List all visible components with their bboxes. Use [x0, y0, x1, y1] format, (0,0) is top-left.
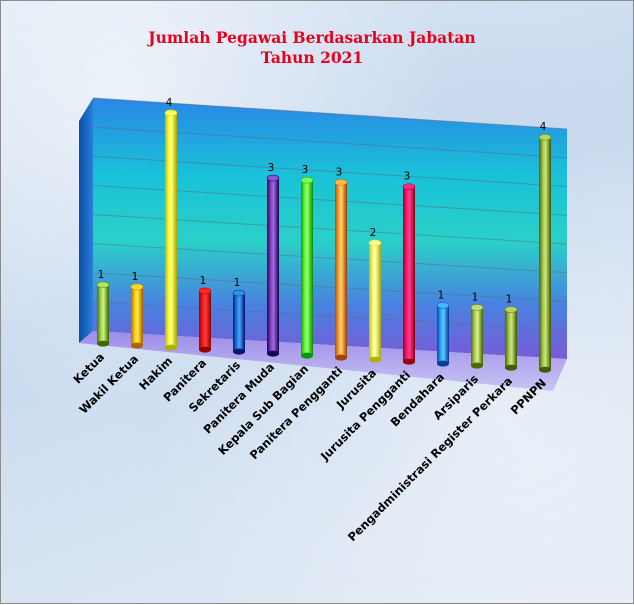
bar-top [504, 306, 518, 313]
bar-top [266, 174, 280, 182]
gridline [92, 97, 568, 130]
bar-body [505, 309, 517, 368]
side-wall [79, 98, 93, 343]
bar-top [96, 281, 110, 289]
value-label: 3 [336, 166, 343, 178]
bar-1 [96, 281, 110, 347]
bar-body [199, 290, 211, 350]
bar-11 [436, 302, 450, 367]
bar-top [300, 176, 314, 184]
bar-4 [198, 287, 212, 353]
value-label: 1 [132, 271, 139, 283]
bar-body [131, 286, 143, 346]
chart-title: Jumlah Pegawai Berdasarkan Jabatan [146, 28, 475, 47]
bar-base [267, 350, 279, 357]
value-label: 3 [268, 162, 275, 174]
bar-body [97, 284, 109, 344]
bar-top [130, 283, 144, 291]
bar-base [539, 366, 551, 373]
bar-base [301, 352, 313, 359]
bar-8 [334, 179, 348, 361]
bar-body [369, 242, 381, 360]
bar-top [164, 109, 178, 117]
bar-top [334, 179, 348, 186]
bar-base [369, 356, 381, 363]
value-label: 1 [200, 275, 207, 287]
value-label: 2 [370, 227, 377, 239]
bars: 1 1 4 1 1 3 3 3 2 3 1 1 1 4 [96, 97, 552, 373]
bar-12 [470, 304, 484, 369]
bar-base [199, 346, 211, 353]
bar-body [471, 307, 483, 366]
bar-3 [164, 109, 178, 351]
value-label: 3 [404, 171, 411, 183]
bar-base [505, 364, 517, 371]
bar-base [165, 344, 177, 351]
bar-body [403, 186, 415, 362]
bar-14 [538, 133, 552, 373]
bar-5 [232, 289, 246, 355]
chart-subtitle: Tahun 2021 [261, 48, 363, 67]
bar-6 [266, 174, 280, 357]
bar-body [301, 180, 313, 356]
bar-top [436, 302, 450, 309]
bar-2 [130, 283, 144, 349]
bar-body [335, 182, 347, 358]
bar-7 [300, 176, 314, 359]
bar-base [97, 340, 109, 347]
bar-body [437, 305, 449, 364]
bar-base [131, 342, 143, 349]
bar-top [232, 289, 246, 297]
bar-top [402, 183, 416, 191]
value-label: 3 [302, 164, 309, 176]
bar-base [233, 348, 245, 355]
bar-13 [504, 306, 518, 371]
value-label: 1 [472, 291, 479, 303]
value-label: 1 [98, 269, 105, 281]
bar-body [233, 293, 245, 352]
bar-9 [368, 239, 382, 363]
bar-top [470, 304, 484, 311]
bar-10 [402, 183, 416, 365]
bar-top [368, 239, 382, 247]
bar-top [198, 287, 212, 295]
bar-base [437, 360, 449, 367]
value-label: 1 [234, 277, 241, 289]
bar-body [267, 178, 279, 354]
value-label: 4 [166, 97, 173, 109]
value-label: 1 [506, 294, 513, 306]
bar-base [335, 354, 347, 361]
bar-base [471, 362, 483, 369]
value-label: 4 [540, 121, 547, 133]
value-label: 1 [438, 289, 445, 301]
bar-top [538, 133, 552, 141]
bar-base [403, 358, 415, 365]
bar-body [165, 112, 177, 348]
bar-body [539, 137, 551, 370]
back-wall [93, 98, 567, 359]
